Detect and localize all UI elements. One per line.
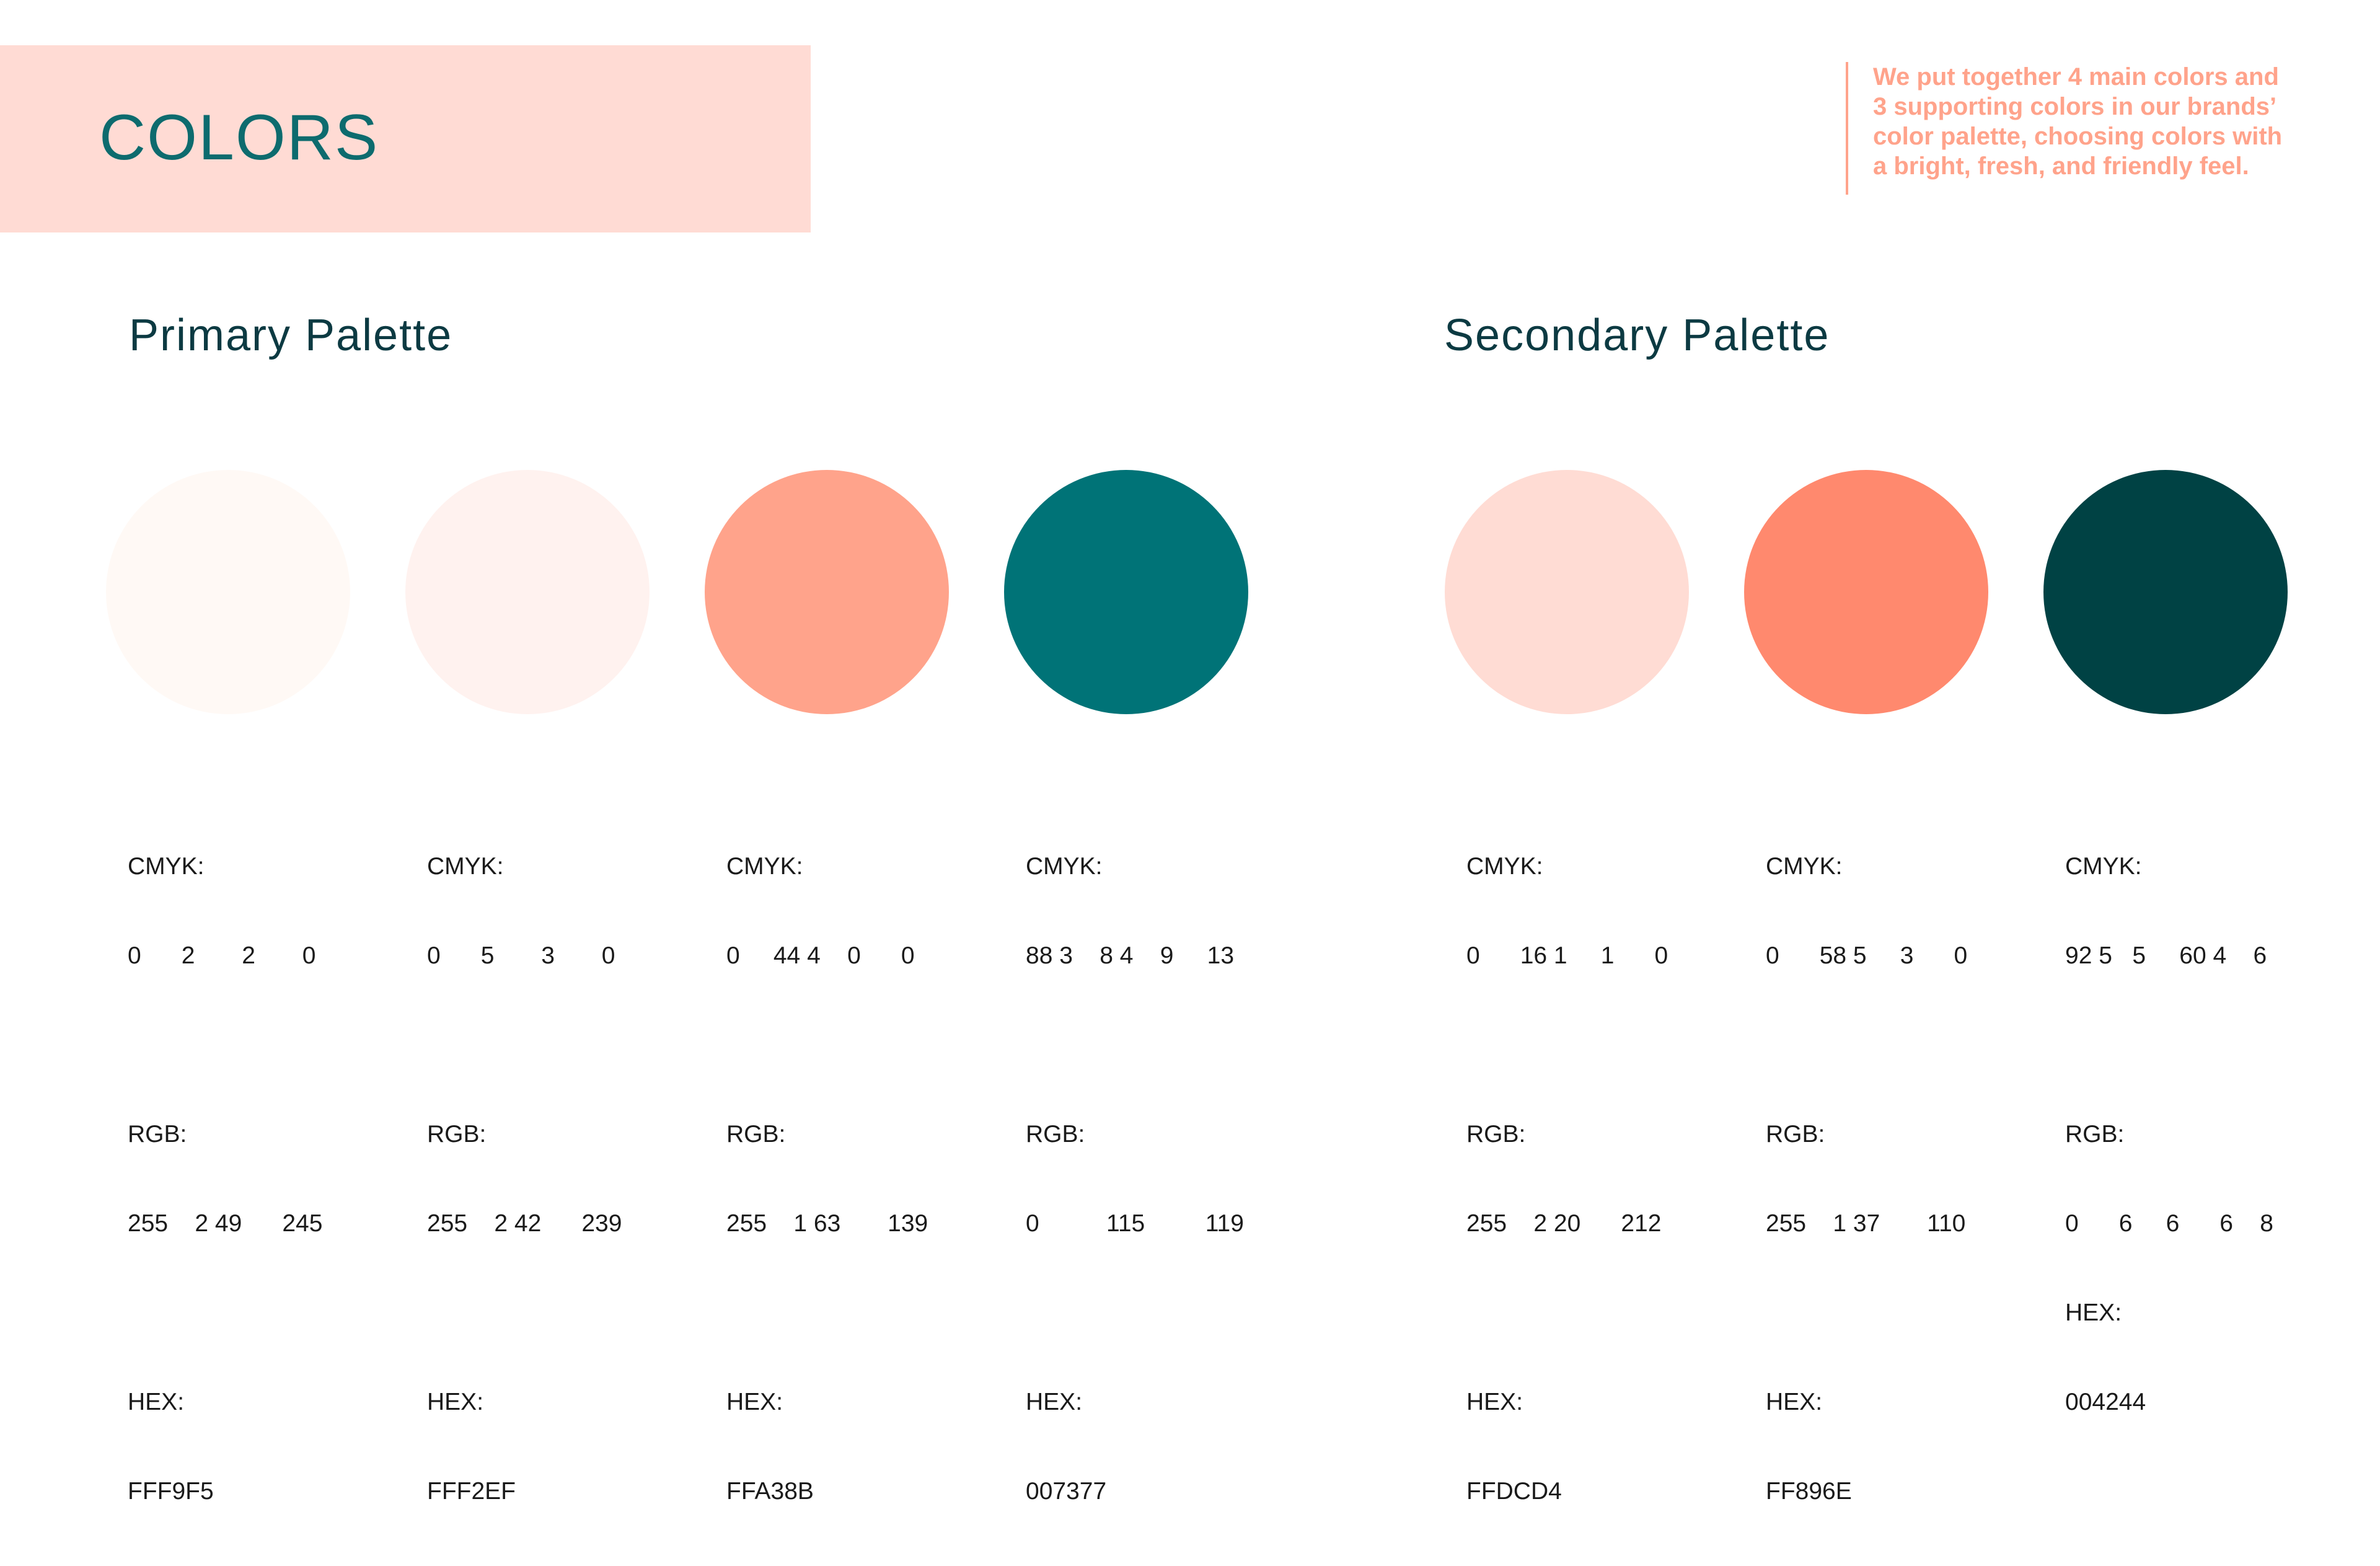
hex-label: HEX: xyxy=(726,1389,783,1415)
rgb-value: 0 115 119 xyxy=(1026,1210,1244,1237)
color-values: CMYK: 92 5 5 60 4 6 RGB: 0 6 6 6 8 HEX: … xyxy=(2065,792,2273,1477)
hex-value: FF896E xyxy=(1766,1478,1852,1505)
secondary-swatch-2: CMYK: 0 58 5 3 0 RGB: 255 1 37 110 HEX: … xyxy=(1744,470,2004,1505)
header-band xyxy=(0,45,811,232)
color-values: CMYK: 0 16 1 1 0 RGB: 255 2 20 212 HEX: … xyxy=(1466,792,1668,1566)
secondary-palette-title: Secondary Palette xyxy=(1444,311,1830,360)
hex-label: HEX: xyxy=(1026,1389,1083,1415)
primary-swatch-3: CMYK: 0 44 4 0 0 RGB: 255 1 63 139 HEX: … xyxy=(705,470,965,1505)
cmyk-label: CMYK: xyxy=(1466,853,1543,880)
cmyk-label: CMYK: xyxy=(2065,853,2142,880)
primary-swatch-1: CMYK: 0 2 2 0 RGB: 255 2 49 245 HEX: FFF… xyxy=(106,470,366,1505)
rgb-value: 255 2 49 245 xyxy=(128,1210,323,1237)
rgb-value: 255 2 42 239 xyxy=(427,1210,622,1237)
color-circle xyxy=(1744,470,1988,714)
hex-label: HEX: xyxy=(427,1389,484,1415)
hex-value: FFF9F5 xyxy=(128,1478,214,1505)
rgb-value: 255 1 63 139 xyxy=(726,1210,928,1237)
hex-value: FFA38B xyxy=(726,1478,814,1505)
rgb-label: RGB: xyxy=(427,1121,487,1148)
hex-value: FFDCD4 xyxy=(1466,1478,1562,1505)
cmyk-value: 88 3 8 4 9 13 xyxy=(1026,942,1235,969)
rgb-label: RGB: xyxy=(1026,1121,1085,1148)
page-title: COLORS xyxy=(99,102,379,174)
intro-text: We put together 4 main colors and 3 supp… xyxy=(1873,63,2283,180)
primary-palette-title: Primary Palette xyxy=(129,311,453,360)
cmyk-label: CMYK: xyxy=(726,853,803,880)
color-values: CMYK: 88 3 8 4 9 13 RGB: 0 115 119 HEX: … xyxy=(1026,792,1244,1566)
hex-label: HEX: xyxy=(128,1389,185,1415)
hex-label: HEX: xyxy=(1466,1389,1523,1415)
secondary-swatch-3: CMYK: 92 5 5 60 4 6 RGB: 0 6 6 6 8 HEX: … xyxy=(2043,470,2304,1415)
cmyk-label: CMYK: xyxy=(427,853,504,880)
color-circle xyxy=(405,470,650,714)
cmyk-label: CMYK: xyxy=(1766,853,1843,880)
color-values: CMYK: 0 44 4 0 0 RGB: 255 1 63 139 HEX: … xyxy=(726,792,928,1566)
cmyk-value: 0 2 2 0 xyxy=(128,942,316,969)
intro-block: We put together 4 main colors and 3 supp… xyxy=(1846,62,2332,195)
hex-value: 004244 xyxy=(2065,1389,2146,1415)
rgb-value: 255 1 37 110 xyxy=(1766,1210,1966,1237)
cmyk-value: 0 5 3 0 xyxy=(427,942,615,969)
cmyk-value: 0 58 5 3 0 xyxy=(1766,942,1968,969)
cmyk-value: 92 5 5 60 4 6 xyxy=(2065,942,2267,969)
primary-swatch-2: CMYK: 0 5 3 0 RGB: 255 2 42 239 HEX: FFF… xyxy=(405,470,666,1505)
hex-value: FFF2EF xyxy=(427,1478,516,1505)
cmyk-value: 0 44 4 0 0 xyxy=(726,942,915,969)
cmyk-label: CMYK: xyxy=(1026,853,1103,880)
hex-label: HEX: xyxy=(2065,1299,2122,1326)
color-values: CMYK: 0 58 5 3 0 RGB: 255 1 37 110 HEX: … xyxy=(1766,792,1967,1566)
rgb-label: RGB: xyxy=(2065,1121,2125,1148)
hex-value: 007377 xyxy=(1026,1478,1107,1505)
rgb-label: RGB: xyxy=(128,1121,187,1148)
rgb-value: 255 2 20 212 xyxy=(1466,1210,1662,1237)
color-circle xyxy=(2043,470,2288,714)
color-values: CMYK: 0 5 3 0 RGB: 255 2 42 239 HEX: FFF… xyxy=(427,792,622,1566)
rgb-value: 0 6 6 6 8 xyxy=(2065,1210,2273,1237)
color-circle xyxy=(1004,470,1248,714)
color-circle xyxy=(705,470,949,714)
rgb-label: RGB: xyxy=(1466,1121,1526,1148)
cmyk-label: CMYK: xyxy=(128,853,205,880)
color-circle xyxy=(106,470,350,714)
color-circle xyxy=(1445,470,1689,714)
secondary-swatch-1: CMYK: 0 16 1 1 0 RGB: 255 2 20 212 HEX: … xyxy=(1445,470,1705,1505)
cmyk-value: 0 16 1 1 0 xyxy=(1466,942,1668,969)
primary-swatch-4: CMYK: 88 3 8 4 9 13 RGB: 0 115 119 HEX: … xyxy=(1004,470,1264,1505)
color-values: CMYK: 0 2 2 0 RGB: 255 2 49 245 HEX: FFF… xyxy=(128,792,322,1566)
rgb-label: RGB: xyxy=(726,1121,786,1148)
rgb-label: RGB: xyxy=(1766,1121,1825,1148)
hex-label: HEX: xyxy=(1766,1389,1823,1415)
